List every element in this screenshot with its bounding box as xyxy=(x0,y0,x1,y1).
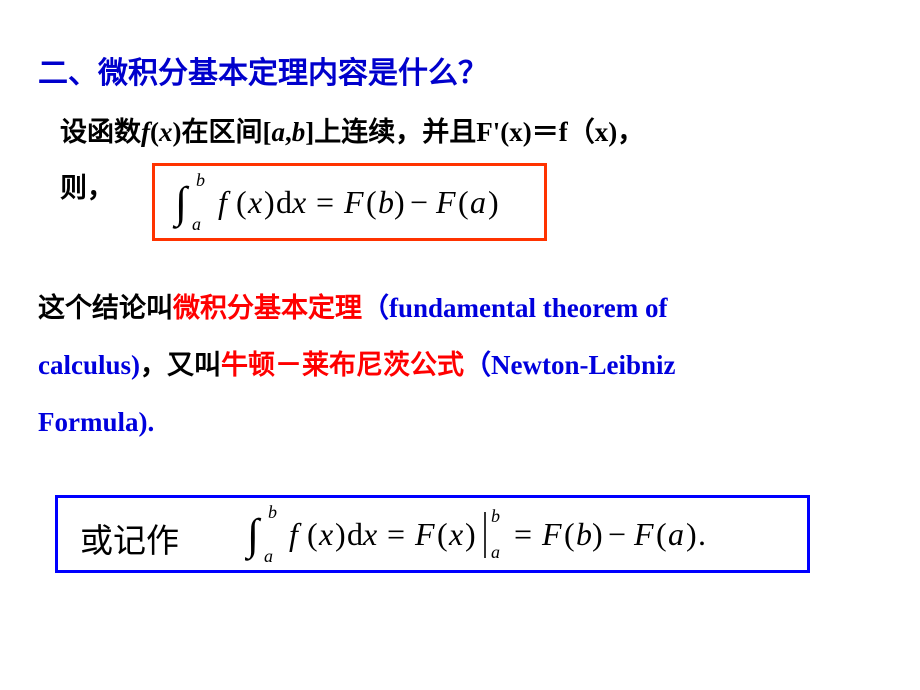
svg-text:b: b xyxy=(378,184,394,220)
l3a: Formula). xyxy=(38,407,154,437)
svg-text:a: a xyxy=(668,516,684,552)
svg-text:x: x xyxy=(362,516,377,552)
svg-text:=: = xyxy=(387,516,405,552)
svg-text:b: b xyxy=(196,170,205,190)
l2a: calculus) xyxy=(38,350,140,380)
svg-text:): ) xyxy=(465,516,476,552)
svg-text:(: ( xyxy=(236,184,247,220)
l1a: 这个结论叫 xyxy=(38,293,173,323)
l1d: fundamental theorem of xyxy=(389,293,667,323)
comma: , xyxy=(285,117,292,147)
fx-f: f xyxy=(141,117,150,147)
rp: ) xyxy=(173,117,182,147)
svg-text:b: b xyxy=(268,502,277,522)
svg-text:f: f xyxy=(289,516,302,552)
svg-text:a: a xyxy=(491,542,500,562)
formula2: ∫ b a f ( x ) d x = F ( x ) b a = F ( b … xyxy=(245,498,805,572)
svg-text:−: − xyxy=(608,516,626,552)
svg-text:): ) xyxy=(264,184,275,220)
t1: 设函数 xyxy=(60,117,141,147)
formula2-label: 或记作 xyxy=(80,514,179,562)
svg-text:a: a xyxy=(192,214,201,234)
svg-text:b: b xyxy=(576,516,592,552)
svg-text:=: = xyxy=(316,184,334,220)
l1c: （ xyxy=(362,293,389,323)
l2b: ，又叫 xyxy=(140,350,221,380)
l2e: Newton-Leibniz xyxy=(491,350,676,380)
svg-text:F: F xyxy=(414,516,435,552)
svg-text:(: ( xyxy=(564,516,575,552)
svg-text:F: F xyxy=(343,184,364,220)
svg-text:=: = xyxy=(514,516,532,552)
svg-text:x: x xyxy=(318,516,333,552)
b: b xyxy=(292,117,306,147)
svg-text:b: b xyxy=(491,506,500,526)
svg-text:(: ( xyxy=(656,516,667,552)
svg-text:∫: ∫ xyxy=(245,510,262,561)
conclusion-line1: 这个结论叫微积分基本定理（fundamental theorem of xyxy=(38,295,667,322)
svg-text:a: a xyxy=(470,184,486,220)
svg-text:F: F xyxy=(435,184,456,220)
svg-text:(: ( xyxy=(307,516,318,552)
svg-text:): ) xyxy=(686,516,697,552)
premise-line: 设函数f(x)在区间[a,b]上连续，并且F'(x)＝f（x)， xyxy=(60,110,644,149)
svg-text:−: − xyxy=(410,184,428,220)
lp: ( xyxy=(150,117,159,147)
l1b: 微积分基本定理 xyxy=(173,293,362,323)
svg-text:): ) xyxy=(592,516,603,552)
svg-text:x: x xyxy=(448,516,463,552)
svg-text:F: F xyxy=(541,516,562,552)
svg-text:): ) xyxy=(335,516,346,552)
t3: ]上连续，并且F'(x)＝f（x)， xyxy=(305,117,644,147)
section-heading: 二、微积分基本定理内容是什么？ xyxy=(38,48,488,92)
l2d: （ xyxy=(464,350,491,380)
svg-text:d: d xyxy=(347,516,363,552)
formula1: ∫ b a f ( x ) d x = F ( b ) − F ( a ) xyxy=(163,168,543,238)
svg-text:∫: ∫ xyxy=(172,178,190,229)
t2: 在区间[ xyxy=(182,117,272,147)
svg-text:x: x xyxy=(247,184,262,220)
a: a xyxy=(272,117,286,147)
svg-text:): ) xyxy=(488,184,499,220)
svg-text:F: F xyxy=(633,516,654,552)
l2c: 牛顿－莱布尼茨公式 xyxy=(221,350,464,380)
conclusion-line3: Formula). xyxy=(38,409,154,436)
svg-text:): ) xyxy=(394,184,405,220)
svg-text:f: f xyxy=(218,184,231,220)
fx-x: x xyxy=(159,117,173,147)
svg-text:d: d xyxy=(276,184,292,220)
svg-text:(: ( xyxy=(366,184,377,220)
svg-text:.: . xyxy=(698,516,706,552)
conclusion-line2: calculus)，又叫牛顿－莱布尼茨公式（Newton-Leibniz xyxy=(38,352,676,379)
svg-text:(: ( xyxy=(437,516,448,552)
svg-text:x: x xyxy=(291,184,306,220)
then-label: 则， xyxy=(60,166,114,205)
svg-text:(: ( xyxy=(458,184,469,220)
svg-text:a: a xyxy=(264,546,273,566)
